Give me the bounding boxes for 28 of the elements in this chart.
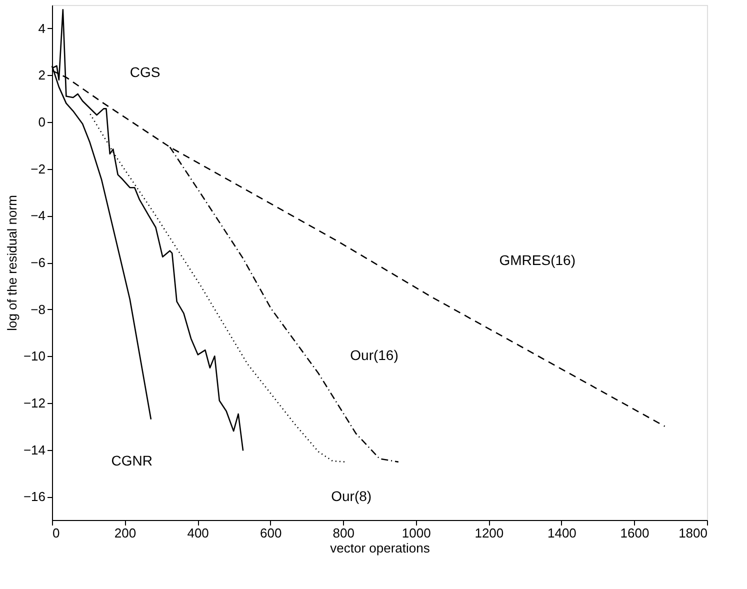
x-tick-label: 400 bbox=[187, 526, 209, 540]
x-tick-label: 0 bbox=[52, 526, 60, 540]
x-tick-label: 200 bbox=[114, 526, 136, 540]
x-axis-title: vector operations bbox=[330, 540, 430, 556]
y-tick-label: −6 bbox=[30, 255, 46, 270]
annotation: Our(8) bbox=[331, 488, 372, 504]
y-tick-label: −8 bbox=[30, 302, 46, 317]
annotation: CGS bbox=[130, 64, 160, 80]
x-tick-label: 1600 bbox=[620, 526, 650, 540]
annotation: Our(16) bbox=[350, 347, 398, 364]
x-tick-label: 1000 bbox=[402, 526, 431, 540]
y-tick-label: 2 bbox=[38, 68, 46, 83]
y-tick-label: 4 bbox=[38, 20, 46, 36]
annotation: GMRES(16) bbox=[499, 252, 576, 268]
y-tick-label: −2 bbox=[30, 161, 46, 176]
annotation: CGNR bbox=[111, 452, 153, 468]
x-tick-label: 800 bbox=[332, 526, 354, 540]
y-tick-label: 0 bbox=[38, 114, 46, 130]
x-tick-label: 600 bbox=[260, 526, 282, 540]
y-tick-label: −12 bbox=[23, 395, 46, 410]
y-tick-label: −4 bbox=[30, 208, 46, 224]
x-tick-label: 1800 bbox=[678, 526, 708, 540]
x-tick-label: 1400 bbox=[547, 526, 576, 540]
y-tick-label: −10 bbox=[23, 348, 46, 364]
y-tick-label: −16 bbox=[23, 489, 46, 504]
y-axis-title: log of the residual norm bbox=[4, 195, 20, 331]
x-tick-label: 1200 bbox=[474, 526, 504, 540]
y-tick-label: −14 bbox=[23, 442, 46, 458]
